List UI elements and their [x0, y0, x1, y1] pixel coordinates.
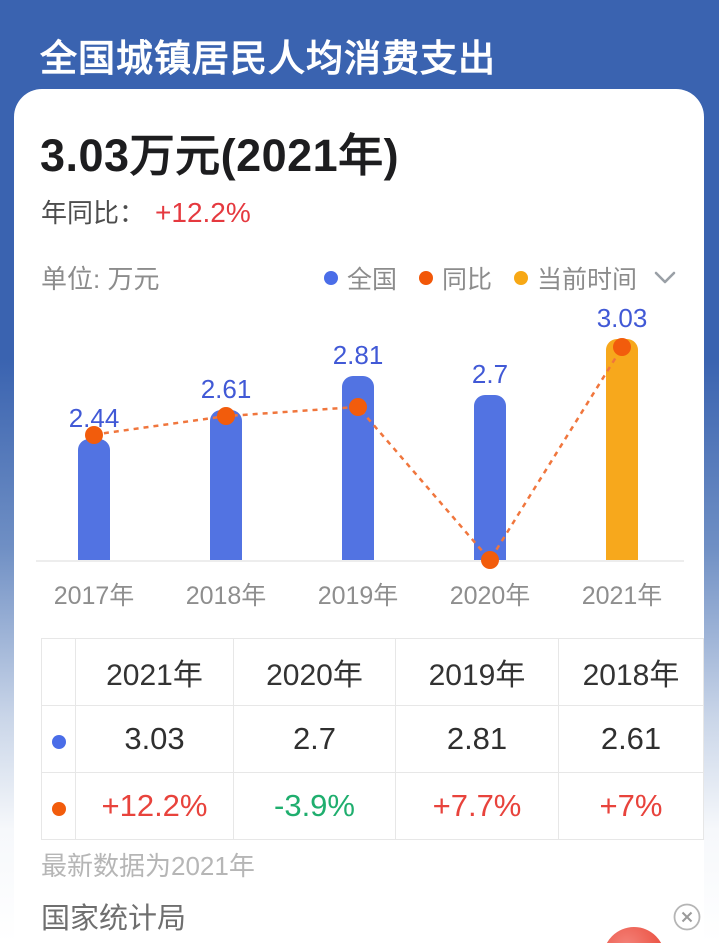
table-corner-cell [41, 638, 76, 706]
axis-label-2017年: 2017年 [53, 582, 135, 610]
series-dot-全国 [51, 735, 66, 749]
data-source-label: 国家统计局 [41, 903, 187, 935]
series-dot-同比 [51, 802, 66, 816]
stat-card: 3.03万元(2021年) 年同比： +12.2% 单位: 万元 全国 同比 当前时… [14, 89, 704, 943]
legend-item-同比[interactable]: 同比 [418, 260, 492, 296]
table-cell: 2.81 [395, 705, 559, 773]
table-header-2021年: 2021年 [75, 638, 234, 706]
legend-label: 同比 [441, 265, 492, 294]
table-cell: +7.7% [395, 772, 559, 840]
table-cell: 2.61 [558, 705, 704, 773]
legend-dot [323, 270, 338, 285]
table-cell: -3.9% [233, 772, 396, 840]
latest-data-note: 最新数据为2021年 [41, 851, 255, 881]
yoy-point-2021年[interactable] [613, 338, 631, 357]
legend-dot [418, 270, 433, 285]
table-row-全国: 3.03 2.7 2.81 2.61 [41, 705, 704, 773]
table-cell: +7% [558, 772, 704, 840]
axis-label-2018年: 2018年 [185, 582, 267, 610]
axis-label-2019年: 2019年 [317, 582, 399, 610]
legend-item-全国[interactable]: 全国 [323, 260, 397, 296]
chart-legend: 全国 同比 当前时间 [323, 260, 677, 296]
page-title: 全国城镇居民人均消费支出 [40, 38, 496, 79]
yoy-point-2019年[interactable] [349, 397, 367, 416]
legend-items: 全国 同比 当前时间 [323, 260, 637, 296]
app-header: 全国城镇居民人均消费支出 [0, 0, 719, 90]
legend-item-当前时间[interactable]: 当前时间 [513, 260, 637, 296]
table-cell: +12.2% [75, 772, 234, 840]
table-header-2020年: 2020年 [233, 638, 396, 706]
bar-2017年[interactable] [78, 439, 110, 560]
close-icon[interactable] [673, 903, 701, 931]
yoy-dashed-line [93, 346, 624, 563]
table-header-2019年: 2019年 [395, 638, 559, 706]
row-series-dot-cell [41, 705, 76, 773]
yoy-point-2020年[interactable] [481, 551, 499, 569]
bar-chart[interactable]: 2.44 2017年 2.61 2018年 2.81 2019年 2.7 2020年 3.03 2… [14, 301, 704, 611]
chevron-down-icon[interactable] [653, 270, 677, 286]
legend-label: 当前时间 [536, 265, 637, 294]
table-header-2018年: 2018年 [558, 638, 704, 706]
bar-value-label-2018年: 2.61 [200, 374, 252, 405]
unit-label: 单位: 万元 [41, 264, 160, 294]
bar-2020年[interactable] [474, 394, 506, 560]
table-cell: 3.03 [75, 705, 234, 773]
table-row-同比: +12.2% -3.9% +7.7% +7% [41, 772, 704, 840]
table-header-row: 2021年 2020年 2019年 2018年 [41, 638, 704, 706]
yoy-row: 年同比： +12.2% [41, 193, 251, 230]
bar-value-label-2021年: 3.03 [596, 302, 648, 333]
row-series-dot-cell [41, 772, 76, 840]
yoy-label: 年同比： [41, 198, 146, 228]
yoy-value: +12.2% [155, 197, 251, 228]
yoy-point-2018年[interactable] [217, 407, 235, 426]
legend-label: 全国 [346, 265, 397, 294]
meta-row: 单位: 万元 全国 同比 当前时间 [41, 259, 677, 296]
legend-dot [513, 270, 528, 285]
bar-value-label-2019年: 2.81 [332, 340, 384, 371]
emblem-badge[interactable]: ★ [603, 927, 665, 943]
axis-label-2020年: 2020年 [449, 582, 531, 610]
headline-value: 3.03万元(2021年) [40, 130, 400, 181]
axis-label-2021年: 2021年 [581, 582, 663, 610]
x-axis-line [36, 560, 684, 562]
yoy-point-2017年[interactable] [85, 425, 103, 444]
data-table: 2021年 2020年 2019年 2018年 3.03 2.7 2.81 2.61 +12.2… [41, 638, 704, 840]
bar-value-label-2020年: 2.7 [471, 358, 509, 389]
table-cell: 2.7 [233, 705, 396, 773]
bar-2021年[interactable] [606, 338, 638, 560]
bar-2018年[interactable] [210, 410, 242, 560]
